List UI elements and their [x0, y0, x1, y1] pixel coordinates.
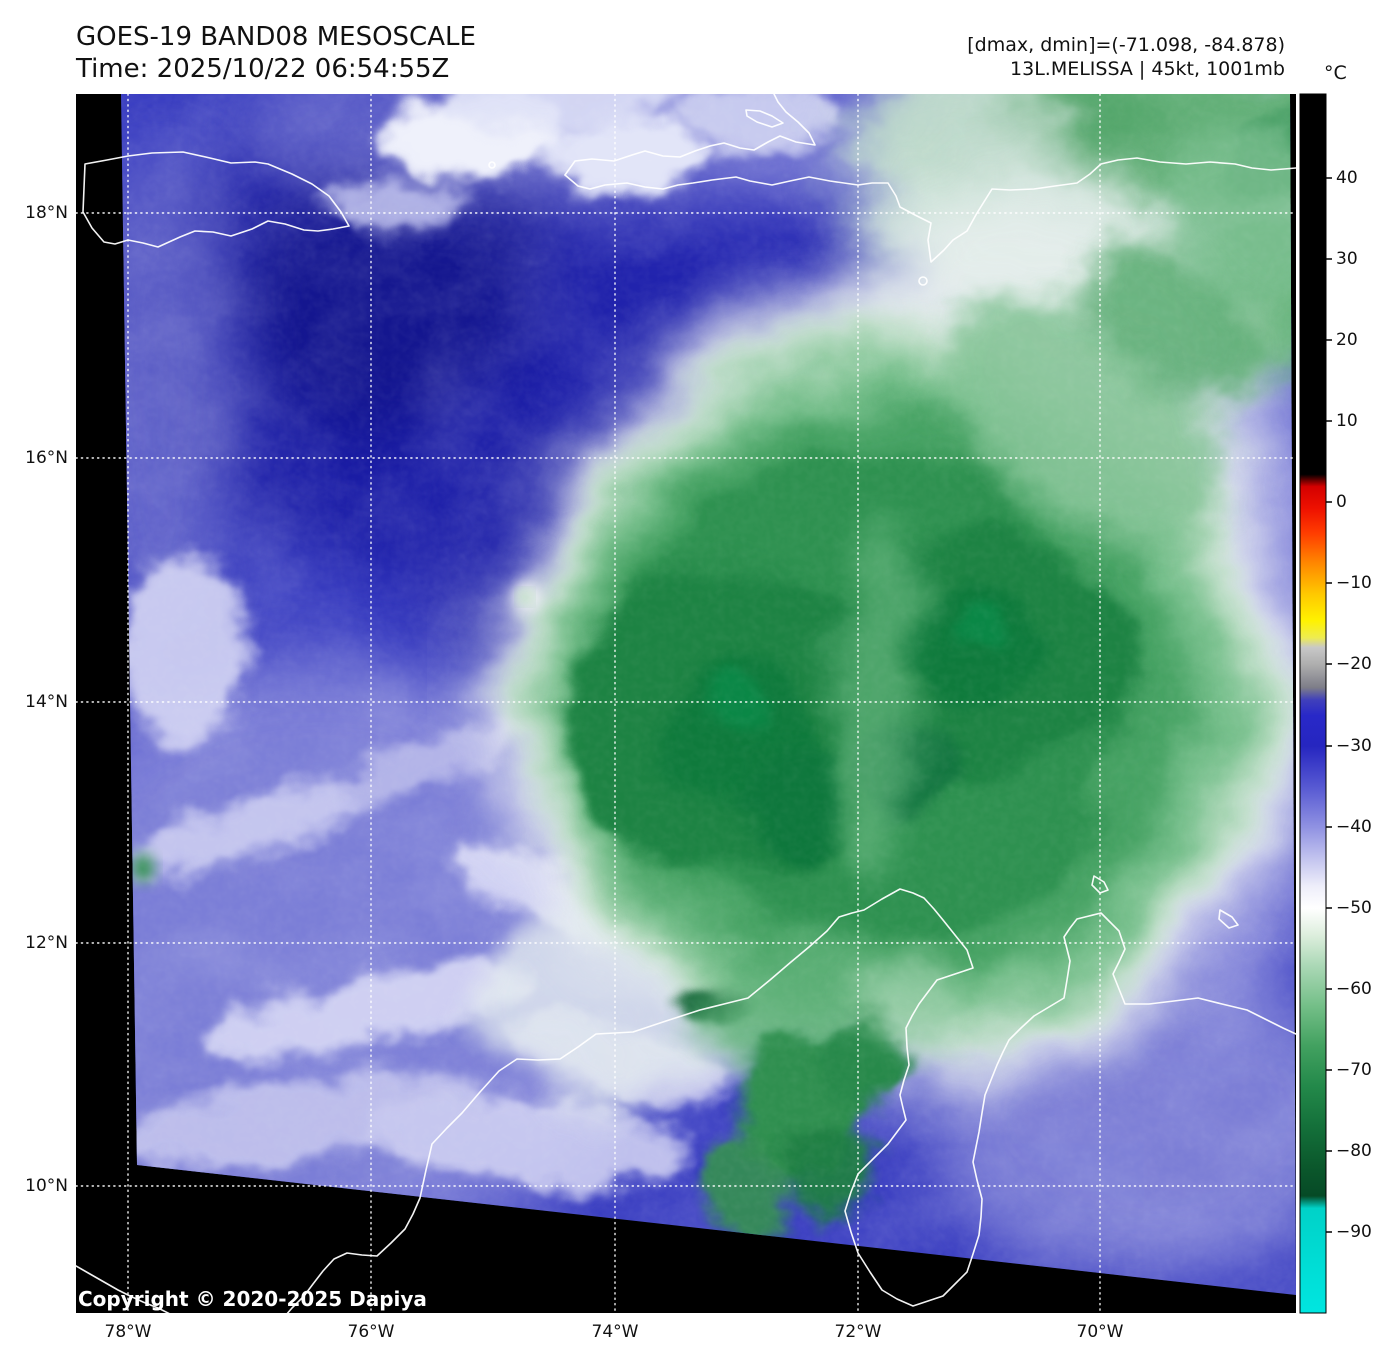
lon-tick-label: 76°W — [347, 1322, 395, 1342]
lat-tick-label: 16°N — [25, 448, 68, 468]
colorbar — [1299, 93, 1332, 1314]
dmax-dmin-label: [dmax, dmin]=(-71.098, -84.878) — [967, 34, 1285, 56]
map-plot-area — [76, 94, 1296, 1313]
colorbar-ticks — [1326, 177, 1332, 1233]
lon-tick-label: 74°W — [591, 1322, 639, 1342]
lat-tick-label: 18°N — [25, 203, 68, 223]
colorbar-tick-label: −50 — [1336, 898, 1372, 918]
colorbar-tick-label: −10 — [1336, 573, 1372, 593]
lon-tick-label: 72°W — [834, 1322, 882, 1342]
lat-tick-label: 14°N — [25, 692, 68, 712]
colorbar-tick-label: 20 — [1336, 330, 1358, 350]
storm-info-label: 13L.MELISSA | 45kt, 1001mb — [1010, 58, 1285, 80]
colorbar-tick-label: 0 — [1336, 492, 1347, 512]
copyright-label: Copyright © 2020-2025 Dapiya — [78, 1287, 427, 1311]
timestamp-label: Time: 2025/10/22 06:54:55Z — [76, 54, 450, 84]
lat-tick-label: 12°N — [25, 933, 68, 953]
swath-image — [121, 94, 1296, 1295]
lon-tick-label: 78°W — [104, 1322, 152, 1342]
page-title: GOES-19 BAND08 MESOSCALE — [76, 22, 476, 52]
colorbar-tick-label: −80 — [1336, 1141, 1372, 1161]
lat-tick-label: 10°N — [25, 1176, 68, 1196]
colorbar-tick-label: −90 — [1336, 1222, 1372, 1242]
colorbar-tick-label: 30 — [1336, 249, 1358, 269]
coastlines — [76, 94, 1296, 1313]
colorbar-tick-label: −60 — [1336, 979, 1372, 999]
colorbar-tick-label: 40 — [1336, 168, 1358, 188]
colorbar-tick-label: −40 — [1336, 817, 1372, 837]
colorbar-tick-label: 10 — [1336, 411, 1358, 431]
colorbar-unit-label: °C — [1324, 62, 1347, 84]
colorbar-tick-label: −20 — [1336, 654, 1372, 674]
colorbar-tick-label: −70 — [1336, 1060, 1372, 1080]
graticule — [76, 94, 1296, 1313]
lon-tick-label: 70°W — [1076, 1322, 1124, 1342]
colorbar-tick-label: −30 — [1336, 736, 1372, 756]
